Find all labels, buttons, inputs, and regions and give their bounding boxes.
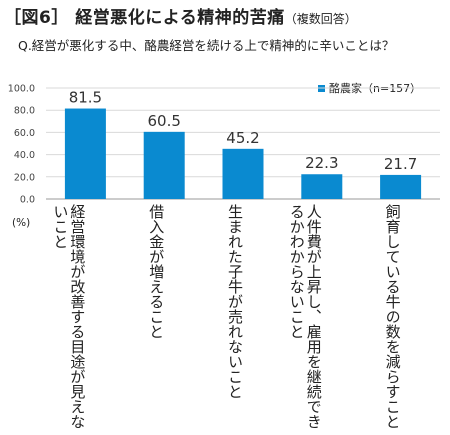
y-tick-label: 80.0 bbox=[14, 106, 35, 117]
y-tick-label: 0.0 bbox=[20, 195, 35, 206]
y-tick-label: 20.0 bbox=[14, 172, 35, 183]
x-tick-label: 借入金が増えること bbox=[147, 204, 166, 339]
bar bbox=[64, 108, 106, 199]
figure-title-note: （複数回答） bbox=[284, 12, 357, 26]
x-tick-label: 生まれた子牛が売れないこと bbox=[226, 204, 244, 399]
figure-title-main: ［図6］ 経営悪化による精神的苦痛 bbox=[4, 8, 285, 28]
bar bbox=[380, 174, 422, 199]
x-tick-label: 経営環境が改善する目途が見えないこと bbox=[51, 204, 87, 429]
data-label: 81.5 bbox=[69, 89, 102, 107]
data-label: 60.5 bbox=[147, 112, 180, 130]
data-label: 21.7 bbox=[384, 155, 417, 173]
y-axis-unit: (%) bbox=[12, 217, 31, 229]
survey-question: Q.経営が悪化する中、酪農経営を続ける上で精神的に辛いことは？ bbox=[18, 38, 395, 53]
x-tick-label: 人件費が上昇し、雇用を継続できるかわからないこと bbox=[287, 204, 323, 429]
bar bbox=[301, 174, 343, 199]
y-tick-label: 100.0 bbox=[8, 84, 35, 95]
data-label: 22.3 bbox=[305, 154, 338, 172]
x-tick-label: 飼育している牛の数を減らすこと bbox=[383, 204, 402, 429]
y-tick-label: 40.0 bbox=[14, 150, 35, 161]
bar bbox=[222, 148, 264, 199]
data-label: 45.2 bbox=[226, 129, 259, 147]
bar bbox=[143, 131, 185, 199]
figure-title: ［図6］ 経営悪化による精神的苦痛（複数回答） bbox=[4, 3, 357, 28]
y-tick-label: 60.0 bbox=[14, 128, 35, 139]
